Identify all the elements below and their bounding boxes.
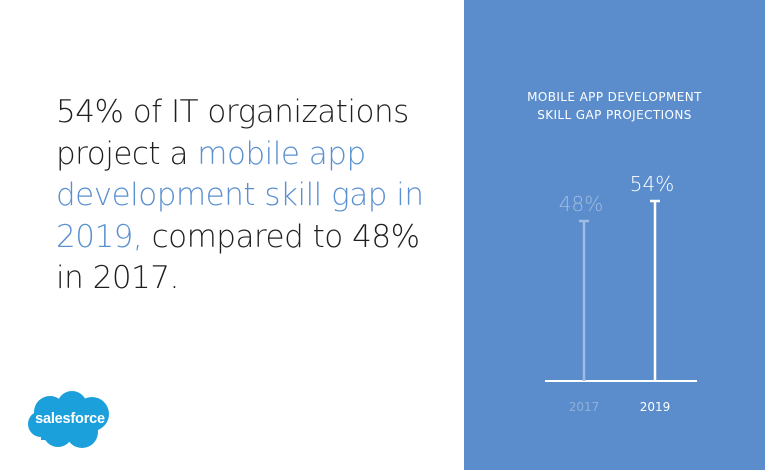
left-panel: 54% of IT organizations project a mobile…: [26, 92, 456, 452]
chart: 48% 2017 54% 2019: [545, 172, 697, 414]
cloud-icon: [28, 391, 109, 448]
headline-part2: compared to 48% in 2017.: [56, 218, 420, 297]
chart-title-line-1: MOBILE APP DEVELOPMENT: [527, 90, 702, 104]
x-tick-label-2017: 2017: [569, 400, 600, 414]
chart-title-line-2: SKILL GAP PROJECTIONS: [537, 108, 692, 122]
logo-text: salesforce: [35, 411, 105, 427]
chart-title: MOBILE APP DEVELOPMENT SKILL GAP PROJECT…: [464, 88, 765, 124]
x-tick-label-2019: 2019: [640, 400, 671, 414]
headline-highlight: mobile app development skill gap in 2019…: [56, 135, 424, 255]
value-label-2019: 54%: [630, 172, 674, 196]
headline: 54% of IT organizations project a mobile…: [56, 92, 456, 300]
headline-part1: 54% of IT organizations project a: [56, 94, 409, 172]
chart-panel: MOBILE APP DEVELOPMENT SKILL GAP PROJECT…: [464, 0, 765, 470]
salesforce-logo: salesforce: [26, 390, 114, 452]
value-label-2017: 48%: [559, 192, 603, 216]
